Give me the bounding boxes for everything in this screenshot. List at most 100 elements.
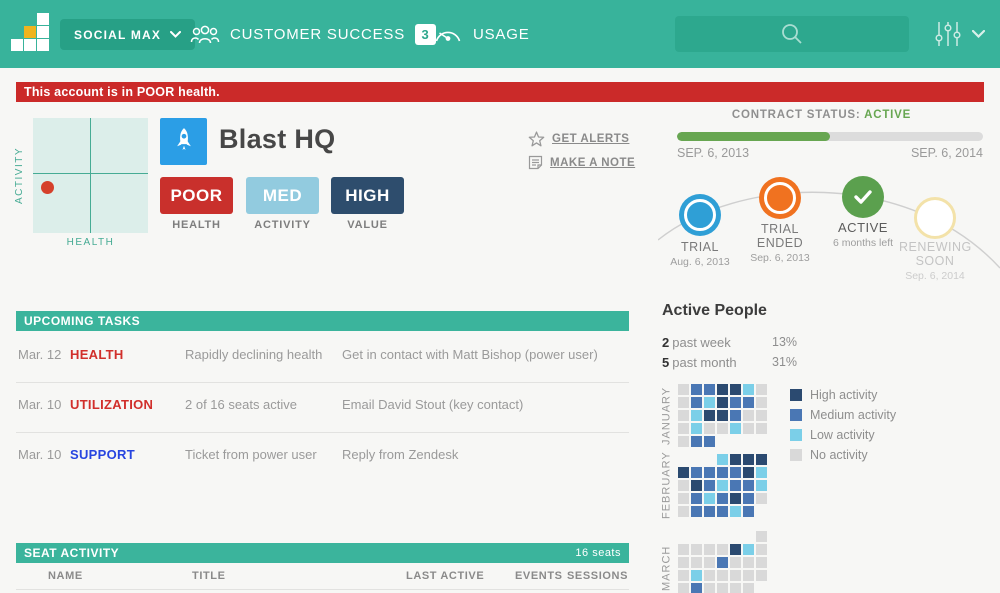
quadrant-vertical-line [90,118,91,233]
heatmap-cell [717,480,728,491]
nav-item-usage[interactable]: USAGE [433,0,530,68]
heatmap-cell [678,480,689,491]
contract-progress-fill [677,132,830,141]
task-row[interactable]: Mar. 10 UTILIZATION 2 of 16 seats active… [16,394,629,420]
heatmap-cell [717,493,728,504]
heatmap-cell [743,480,754,491]
heatmap-cell [743,506,754,517]
make-a-note-link[interactable]: MAKE A NOTE [528,155,635,170]
filter-settings-control[interactable] [934,20,985,48]
heatmap-cell [743,454,754,465]
heatmap-cell [743,397,754,408]
heatmap-cell [704,583,715,593]
heatmap-cell [704,493,715,504]
active-people-stat-month: 5 past month [662,355,737,370]
heatmap-cell [743,583,754,593]
nav-item-customer-success[interactable]: CUSTOMER SUCCESS 3 [190,0,437,68]
app-logo[interactable] [11,13,51,53]
heatmap-cell [678,583,689,593]
heatmap-cell [756,423,767,434]
task-description: 2 of 16 seats active [185,397,298,412]
heatmap-cell [678,506,689,517]
account-switcher-button[interactable]: SOCIAL MAX [60,19,196,50]
heatmap-cell [691,480,702,491]
task-action: Email David Stout (key contact) [342,397,524,412]
row-divider [16,589,629,590]
account-position-dot [41,181,54,194]
milestone-subtitle: Sep. 6, 2014 [905,270,965,282]
heatmap-cell [730,467,741,478]
quadrant-horizontal-line [33,173,148,174]
milestone-trial-ended-label: TRIAL ENDED Sep. 6, 2013 [730,222,830,264]
heatmap-cell [678,570,689,581]
heatmap-cell [678,384,689,395]
milestone-active-circle [842,176,884,218]
note-icon [528,155,543,170]
search-input[interactable] [675,16,909,52]
health-score-badge: POOR [160,177,233,214]
heatmap-cell [704,467,715,478]
heatmap-cell [678,397,689,408]
heatmap-cell [717,467,728,478]
score-label-activity: ACTIVITY [254,219,311,231]
heatmap-grid-january [678,384,767,447]
heatmap-cell [704,570,715,581]
heatmap-cell [704,423,715,434]
task-row[interactable]: Mar. 10 SUPPORT Ticket from power user R… [16,444,629,470]
task-category: HEALTH [70,347,124,362]
heatmap-cell [743,423,754,434]
heatmap-cell [691,467,702,478]
heatmap-cell [743,493,754,504]
heatmap-cell [717,397,728,408]
legend-swatch-medium [790,409,802,421]
health-alert-banner: This account is in POOR health. [16,82,984,102]
get-alerts-link[interactable]: GET ALERTS [528,131,629,147]
legend-item-low: Low activity [790,425,896,445]
task-action: Reply from Zendesk [342,447,459,462]
milestone-renewing-circle [914,197,956,239]
heatmap-cell [691,436,702,447]
legend-label: Low activity [810,428,875,442]
row-divider [16,432,629,433]
heatmap-cell [691,570,702,581]
score-label-value: VALUE [347,219,388,231]
heatmap-cell [756,531,767,542]
task-action: Get in contact with Matt Bishop (power u… [342,347,598,362]
heatmap-cell [730,384,741,395]
heatmap-cell [704,480,715,491]
heatmap-cell [730,410,741,421]
milestone-trial-ended-circle [759,177,801,219]
heatmap-cell [756,557,767,568]
heatmap-cell [730,397,741,408]
heatmap-cell [717,423,728,434]
top-nav: SOCIAL MAX CUSTOMER SUCCESS 3 USAGE [0,0,1000,68]
customer-success-count-badge: 3 [415,23,437,45]
stat-count: 2 [662,335,670,350]
milestone-title: TRIAL [681,240,719,254]
milestone-subtitle: Aug. 6, 2013 [670,256,730,268]
nav-item-label: CUSTOMER SUCCESS [230,25,406,43]
active-people-pct-month: 31% [772,355,798,369]
legend-label: High activity [810,388,878,402]
heatmap-cell [756,454,767,465]
task-row[interactable]: Mar. 12 HEALTH Rapidly declining health … [16,344,629,370]
heatmap-cell [678,493,689,504]
heatmap-cell [730,557,741,568]
heatmap-cell [717,384,728,395]
health-alert-text: This account is in POOR health. [24,85,220,99]
legend-swatch-low [790,429,802,441]
milestone-title: RENEWING SOON [899,240,972,268]
heatmap-cell [730,544,741,555]
sliders-icon [935,22,961,46]
legend-item-medium: Medium activity [790,405,896,425]
heatmap-cell [678,436,689,447]
milestone-active-label: ACTIVE 6 months left [813,221,913,250]
score-label-health: HEALTH [172,219,221,231]
heatmap-cell [756,493,767,504]
heatmap-cell [717,570,728,581]
heatmap-cell [717,410,728,421]
heatmap-cell [730,454,741,465]
gauge-icon [435,31,461,41]
milestone-subtitle: Sep. 6, 2013 [750,252,810,264]
